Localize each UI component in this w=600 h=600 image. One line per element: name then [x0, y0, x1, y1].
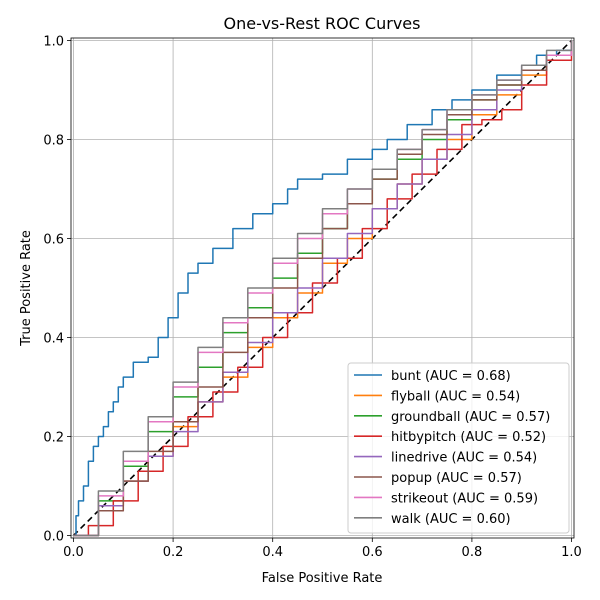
legend-entry-groundball: groundball (AUC = 0.57) — [391, 410, 550, 425]
axis-ticks: 0.0 0.2 0.4 0.6 0.8 1.0 0.0 0.2 0.4 0.6 0.8 1.0 — [43, 34, 582, 560]
y-tick-label: 0.0 — [43, 530, 64, 545]
legend: bunt (AUC = 0.68) flyball (AUC = 0.54) gro… — [347, 362, 570, 534]
x-axis-label: False Positive Rate — [262, 571, 383, 586]
x-tick-label: 0.4 — [262, 545, 283, 560]
x-tick-label: 0.0 — [63, 545, 84, 560]
x-tick-label: 0.6 — [362, 545, 383, 560]
y-tick-label: 0.6 — [43, 232, 64, 247]
x-tick-label: 1.0 — [561, 545, 582, 560]
legend-entry-linedrive: linedrive (AUC = 0.54) — [391, 451, 537, 466]
y-tick-label: 1.0 — [43, 34, 64, 49]
legend-entry-strikeout: strikeout (AUC = 0.59) — [391, 491, 538, 506]
legend-box — [347, 362, 570, 534]
y-tick-label: 0.4 — [43, 332, 64, 347]
legend-entry-hitbypitch: hitbypitch (AUC = 0.52) — [391, 430, 546, 445]
chart-title: One-vs-Rest ROC Curves — [224, 14, 421, 33]
legend-entry-bunt: bunt (AUC = 0.68) — [391, 369, 511, 384]
legend-entry-flyball: flyball (AUC = 0.54) — [391, 389, 520, 404]
x-tick-label: 0.2 — [163, 545, 184, 560]
legend-entry-popup: popup (AUC = 0.57) — [391, 471, 522, 486]
series-lines — [73, 40, 573, 537]
legend-entry-walk: walk (AUC = 0.60) — [391, 512, 511, 527]
y-tick-label: 0.8 — [43, 133, 64, 148]
series-line-bunt — [73, 40, 573, 537]
x-tick-label: 0.8 — [462, 545, 483, 560]
y-tick-label: 0.2 — [43, 431, 64, 446]
series-line-hitbypitch — [73, 40, 573, 537]
series-line-walk — [73, 40, 573, 537]
y-axis-label: True Positive Rate — [19, 230, 34, 347]
plot-frame — [70, 37, 575, 539]
